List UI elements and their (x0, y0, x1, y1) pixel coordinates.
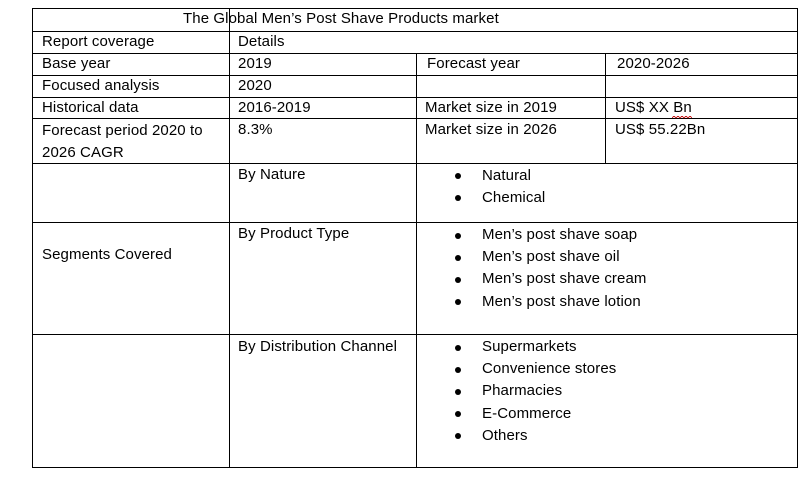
segment-item: Men’s post shave oil (482, 248, 620, 265)
bullet-icon (455, 277, 461, 283)
cagr-value: 8.3% (238, 121, 273, 138)
bullet-icon (455, 233, 461, 239)
spellcheck-underline (672, 116, 692, 119)
market-size-2019-value: US$ XX Bn (615, 99, 692, 116)
column-divider (229, 8, 230, 468)
bullet-icon (455, 195, 461, 201)
column-divider (416, 53, 417, 468)
segment-item: Men’s post shave cream (482, 270, 647, 287)
table-border-left (32, 8, 33, 468)
historical-data-label: Historical data (42, 99, 139, 116)
segment-item: Chemical (482, 189, 546, 206)
bullet-icon (455, 345, 461, 351)
segment-item: Men’s post shave lotion (482, 293, 641, 310)
segment-item: Men’s post shave soap (482, 226, 638, 243)
focused-analysis-label: Focused analysis (42, 77, 160, 94)
table-border-top (32, 8, 798, 9)
base-year-value: 2019 (238, 55, 272, 72)
row-divider (32, 163, 798, 164)
segments-covered-label: Segments Covered (42, 246, 173, 263)
segment-item: E-Commerce (482, 405, 572, 422)
forecast-year-label: Forecast year (427, 55, 520, 72)
segment-item: Natural (482, 167, 532, 184)
header-details: Details (238, 33, 285, 50)
bullet-icon (455, 299, 461, 305)
row-divider (32, 97, 798, 98)
historical-data-value: 2016-2019 (238, 99, 311, 116)
row-divider (32, 53, 798, 54)
market-size-2026-value: US$ 55.22Bn (615, 121, 706, 138)
segment-item: Pharmacies (482, 382, 563, 399)
segment-group-name: By Product Type (238, 225, 350, 242)
header-report-coverage: Report coverage (42, 33, 155, 50)
row-divider (32, 75, 798, 76)
row-divider (32, 118, 798, 119)
market-size-2026-label: Market size in 2026 (425, 121, 557, 138)
bullet-icon (455, 367, 461, 373)
bullet-icon (455, 411, 461, 417)
segment-group-name: By Nature (238, 166, 306, 183)
row-divider (32, 222, 798, 223)
bullet-icon (455, 173, 461, 179)
bullet-icon (455, 389, 461, 395)
row-divider (32, 31, 798, 32)
forecast-year-value: 2020-2026 (617, 55, 690, 72)
base-year-label: Base year (42, 55, 111, 72)
table-border-right (797, 8, 798, 468)
table-border-bottom (32, 467, 798, 468)
bullet-icon (455, 255, 461, 261)
bullet-icon (455, 433, 461, 439)
table-title: The Global Men’s Post Shave Products mar… (183, 10, 499, 27)
segment-group-name: By Distribution Channel (238, 338, 398, 355)
segment-item: Supermarkets (482, 338, 577, 355)
segment-item: Others (482, 427, 528, 444)
focused-analysis-value: 2020 (238, 77, 272, 94)
market-size-2019-label: Market size in 2019 (425, 99, 557, 116)
row-divider (32, 334, 798, 335)
column-divider (605, 53, 606, 164)
segment-item: Convenience stores (482, 360, 617, 377)
cagr-label: Forecast period 2020 to 2026 CAGR (42, 122, 203, 161)
